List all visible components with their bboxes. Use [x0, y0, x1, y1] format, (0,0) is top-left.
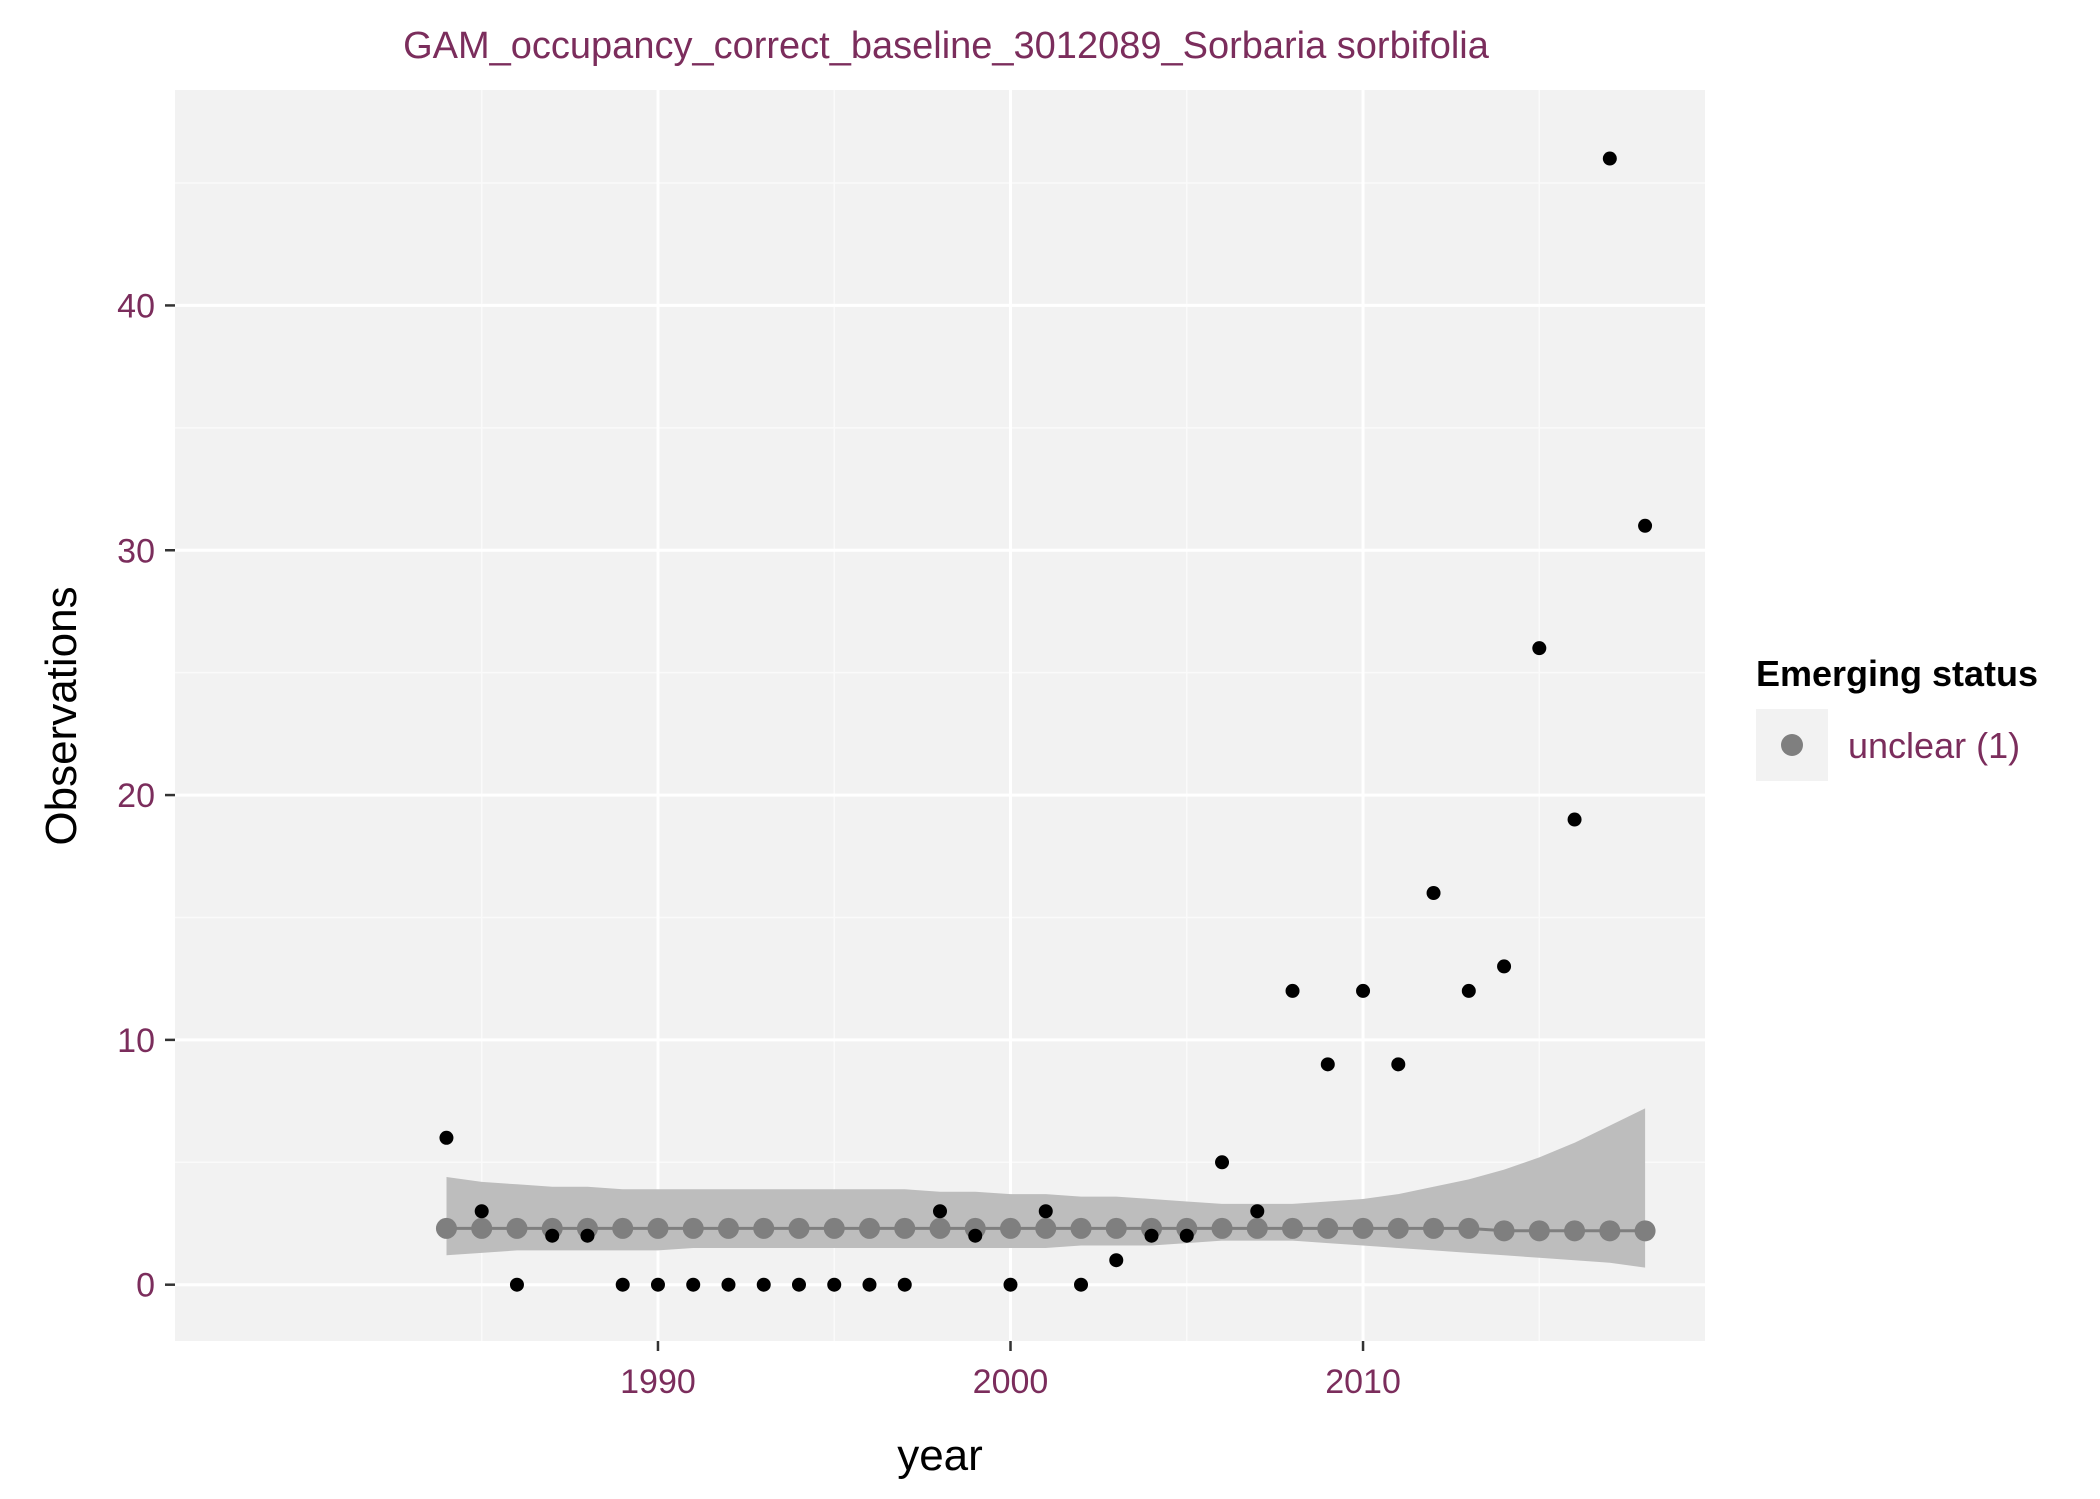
observation-point — [862, 1277, 877, 1292]
observation-point — [1285, 983, 1300, 998]
observation-point — [1461, 983, 1476, 998]
observation-point — [1638, 518, 1653, 533]
legend-entry-label: unclear (1) — [1848, 725, 2020, 766]
observation-point — [791, 1277, 806, 1292]
observation-point — [933, 1204, 947, 1219]
minor-grid — [175, 90, 1705, 1341]
legend: Emerging status unclear (1) — [1756, 653, 2038, 781]
fitted-point — [1317, 1217, 1339, 1239]
chart-title: GAM_occupancy_correct_baseline_3012089_S… — [403, 25, 1490, 67]
observation-point — [1179, 1228, 1194, 1243]
fitted-point — [717, 1217, 739, 1239]
observation-point — [474, 1204, 489, 1219]
observation-point — [1144, 1228, 1159, 1243]
fitted-point — [1070, 1217, 1092, 1239]
observation-point — [1532, 641, 1547, 656]
plot-panel — [175, 90, 1705, 1341]
y-axis: 0 10 20 30 40 — [117, 287, 175, 1305]
y-tick-label: 40 — [117, 287, 155, 325]
fitted-point — [682, 1217, 704, 1239]
observation-point — [1497, 959, 1512, 974]
observation-point — [968, 1228, 983, 1243]
observation-point — [1003, 1277, 1018, 1292]
observation-point — [545, 1228, 560, 1243]
observation-point — [580, 1228, 595, 1243]
observation-point — [1602, 151, 1617, 166]
fitted-point — [753, 1217, 775, 1239]
fitted-point — [1634, 1220, 1656, 1242]
y-axis-title: Observations — [37, 586, 86, 845]
fitted-point — [435, 1217, 457, 1239]
fitted-point — [894, 1217, 916, 1239]
observation-point — [650, 1277, 665, 1292]
fitted-point — [1246, 1217, 1268, 1239]
fitted-point — [823, 1217, 845, 1239]
observation-point — [615, 1277, 630, 1292]
observation-point — [897, 1277, 912, 1292]
fitted-point — [612, 1217, 634, 1239]
observation-point — [1109, 1253, 1124, 1268]
x-tick-label: 2000 — [973, 1363, 1049, 1401]
observation-points-layer — [439, 151, 1653, 1292]
x-tick-label: 2010 — [1325, 1363, 1401, 1401]
observation-point — [827, 1277, 842, 1292]
observation-point — [1320, 1057, 1335, 1072]
fitted-point — [506, 1217, 528, 1239]
observation-point — [1215, 1155, 1230, 1170]
fitted-point — [1105, 1217, 1127, 1239]
fitted-point — [788, 1217, 810, 1239]
observation-point — [1426, 885, 1441, 900]
observation-point — [756, 1277, 771, 1292]
observation-point — [686, 1277, 701, 1292]
observation-point — [1391, 1057, 1406, 1072]
fitted-point — [1352, 1217, 1374, 1239]
fitted-point — [1035, 1217, 1057, 1239]
observation-point — [1567, 812, 1582, 827]
observation-point — [721, 1277, 736, 1292]
fitted-point — [858, 1217, 880, 1239]
fitted-point — [647, 1217, 669, 1239]
fitted-point — [1282, 1217, 1304, 1239]
fitted-point — [1528, 1220, 1550, 1242]
fitted-point — [1000, 1217, 1022, 1239]
fitted-point — [1458, 1217, 1480, 1239]
observation-point — [509, 1277, 524, 1292]
fitted-point — [1564, 1220, 1586, 1242]
y-tick-label: 20 — [117, 777, 155, 815]
fitted-point — [1599, 1220, 1621, 1242]
observation-point — [1074, 1277, 1089, 1292]
observation-point — [1038, 1204, 1053, 1219]
observation-point — [1250, 1204, 1265, 1219]
y-tick-label: 30 — [117, 532, 155, 570]
x-axis-title: year — [897, 1431, 983, 1480]
observation-point — [439, 1130, 454, 1145]
y-tick-label: 10 — [117, 1022, 155, 1060]
fitted-point — [1387, 1217, 1409, 1239]
major-grid — [175, 90, 1705, 1341]
fitted-point — [1211, 1217, 1233, 1239]
legend-key-point — [1781, 734, 1803, 756]
fitted-point — [929, 1217, 951, 1239]
observation-point — [1356, 983, 1371, 998]
y-tick-label: 0 — [136, 1267, 155, 1305]
fitted-point — [1423, 1217, 1445, 1239]
x-axis: 1990 2000 2010 — [620, 1341, 1401, 1401]
fitted-point — [1493, 1220, 1515, 1242]
x-tick-label: 1990 — [620, 1363, 696, 1401]
legend-title: Emerging status — [1756, 653, 2038, 694]
fitted-point — [471, 1217, 493, 1239]
fit-line-layer — [435, 1217, 1656, 1242]
